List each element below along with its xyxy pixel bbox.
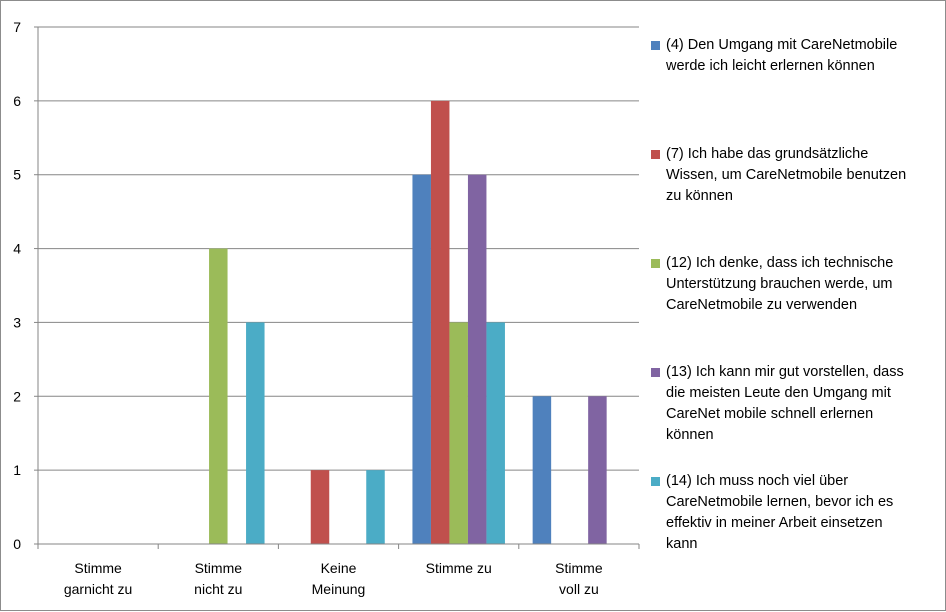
y-tick-label: 0 [13, 536, 21, 552]
legend-item: (4) Den Umgang mit CareNetmobile werde i… [651, 35, 941, 77]
bar-series-3-cat-4 [449, 322, 468, 544]
y-tick-label: 3 [13, 314, 21, 330]
y-tick-label: 1 [13, 462, 21, 478]
y-tick-label: 4 [13, 241, 21, 257]
bar-series-2-cat-4 [430, 100, 450, 544]
bar-series-5-cat-2 [246, 322, 265, 544]
y-tick-label: 2 [13, 388, 21, 404]
x-category-label: Stimme nicht zu [194, 560, 242, 597]
y-tick-label: 5 [13, 167, 21, 183]
bar-series-1-cat-5 [532, 396, 552, 544]
bar-series-5-cat-3 [366, 470, 385, 544]
legend-item: (7) Ich habe das grundsätzliche Wissen, … [651, 144, 941, 207]
legend-swatch [651, 477, 660, 486]
legend-swatch [651, 41, 660, 50]
legend-item: (12) Ich denke, dass ich technische Unte… [651, 253, 941, 316]
legend-label: (13) Ich kann mir gut vorstellen, dass d… [666, 364, 904, 443]
legend-label: (14) Ich muss noch viel über CareNetmobi… [666, 473, 894, 552]
y-tick-label: 6 [13, 93, 21, 109]
bar-series-4-cat-5 [588, 396, 607, 544]
legend-swatch [651, 259, 660, 268]
legend-swatch [651, 150, 660, 159]
bar-series-2-cat-3 [310, 470, 330, 544]
legend-label: (12) Ich denke, dass ich technische Unte… [666, 255, 894, 313]
legend-item: (13) Ich kann mir gut vorstellen, dass d… [651, 362, 941, 446]
x-category-label: Stimme garnicht zu [64, 560, 132, 597]
bar-series-5-cat-4 [486, 322, 505, 544]
bar-series-4-cat-4 [467, 174, 487, 544]
legend-label: (4) Den Umgang mit CareNetmobile werde i… [666, 37, 898, 74]
bar-series-3-cat-2 [209, 248, 228, 545]
x-category-label: Stimme zu [426, 560, 492, 576]
x-category-label: Keine Meinung [312, 560, 366, 597]
x-category-label: Stimme voll zu [555, 560, 603, 597]
legend-item: (14) Ich muss noch viel über CareNetmobi… [651, 471, 941, 555]
legend-label: (7) Ich habe das grundsätzliche Wissen, … [666, 146, 907, 204]
legend-swatch [651, 368, 660, 377]
y-tick-label: 7 [13, 19, 21, 35]
bar-series-1-cat-4 [412, 174, 431, 544]
